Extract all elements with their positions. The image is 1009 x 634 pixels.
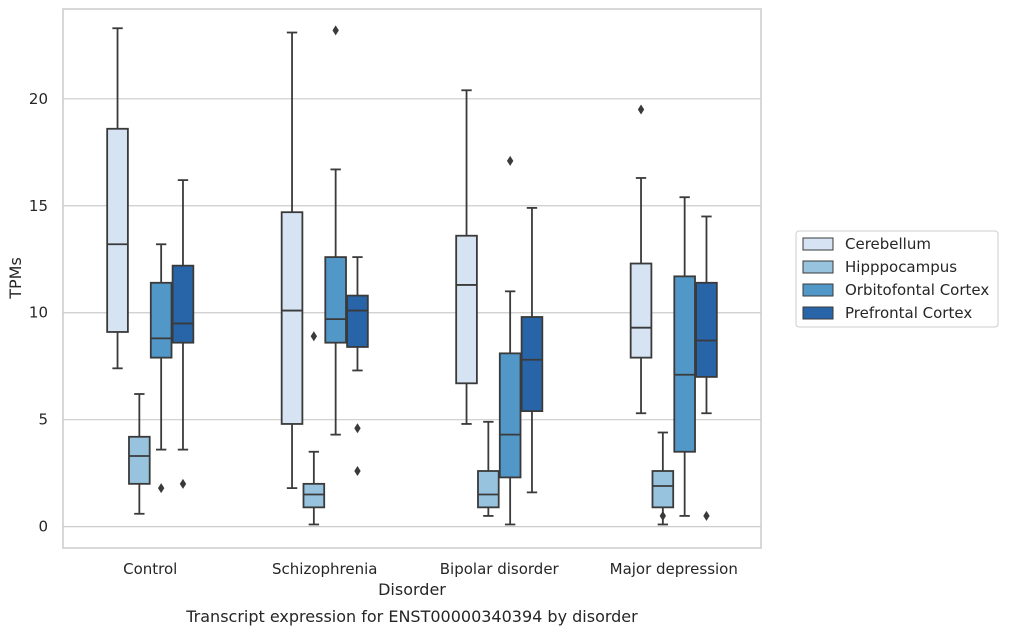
outlier-point <box>703 510 710 521</box>
outlier-point <box>506 155 514 166</box>
plot-area-frame <box>62 8 762 549</box>
x-tick-label: Control <box>123 560 177 578</box>
outlier-point <box>354 466 361 476</box>
box-iqr <box>651 470 675 509</box>
box-group <box>171 179 195 489</box>
x-tick-label: Bipolar disorder <box>440 560 560 578</box>
y-tick-label: 5 <box>38 411 48 429</box>
box-iqr <box>302 482 326 509</box>
box-iqr <box>128 435 151 485</box>
outlier-point <box>637 104 645 115</box>
box-group <box>128 393 151 515</box>
box-iqr <box>149 281 173 359</box>
legend-label: Prefrontal Cortex <box>845 304 972 322</box>
outlier-point <box>332 25 339 36</box>
box-group <box>280 31 304 490</box>
box-iqr <box>106 127 129 333</box>
legend: Cerebellum Hipppocampus Orbitofontal Corte… <box>795 230 999 328</box>
box-group <box>302 331 326 526</box>
box-group <box>324 25 347 436</box>
box-group <box>695 215 718 521</box>
box-iqr <box>455 234 478 385</box>
box-iqr <box>520 316 544 413</box>
x-axis-ticks: Control Schizophrenia Bipolar disorder Majo… <box>123 560 738 578</box>
outlier-point <box>659 510 667 521</box>
box-iqr <box>695 281 718 378</box>
box-iqr <box>324 256 347 344</box>
y-axis-label: TPMs <box>6 257 25 300</box>
y-tick-label: 10 <box>29 304 48 322</box>
legend-swatch <box>802 283 834 297</box>
y-tick-label: 20 <box>29 90 48 108</box>
legend-label: Hipppocampus <box>845 258 957 276</box>
legend-frame <box>795 230 999 328</box>
box-iqr <box>280 211 304 425</box>
box-group <box>106 27 129 370</box>
outlier-point <box>310 331 318 342</box>
legend-swatch <box>802 306 834 320</box>
box-group <box>651 431 675 526</box>
outlier-point <box>354 423 361 434</box>
box-group <box>629 104 653 415</box>
chart-caption: Transcript expression for ENST0000034039… <box>185 607 638 626</box>
box-iqr <box>673 275 696 453</box>
y-tick-label: 0 <box>38 518 48 536</box>
outlier-point <box>179 478 187 489</box>
box-group <box>346 256 369 476</box>
legend-label: Cerebellum <box>845 235 931 253</box>
x-tick-label: Major depression <box>610 560 738 578</box>
box-group <box>477 420 500 517</box>
legend-swatch <box>802 260 834 274</box>
box-iqr <box>171 264 195 344</box>
box-group <box>520 207 544 494</box>
y-axis-ticks: 0 5 10 15 20 <box>29 90 48 536</box>
y-tick-label: 15 <box>29 197 48 215</box>
legend-label: Orbitofontal Cortex <box>845 281 989 299</box>
box-group <box>455 89 478 425</box>
box-group <box>673 196 696 517</box>
box-iqr <box>346 294 369 348</box>
box-iqr <box>629 262 653 359</box>
x-axis-label: Disorder <box>378 580 446 599</box>
outlier-point <box>157 483 165 494</box>
legend-swatch <box>802 237 834 251</box>
x-tick-label: Schizophrenia <box>272 560 377 578</box>
box-iqr <box>498 352 522 479</box>
box-iqr <box>477 470 500 509</box>
box-plots <box>106 25 718 526</box>
box-group <box>498 155 522 526</box>
box-group <box>149 243 173 494</box>
